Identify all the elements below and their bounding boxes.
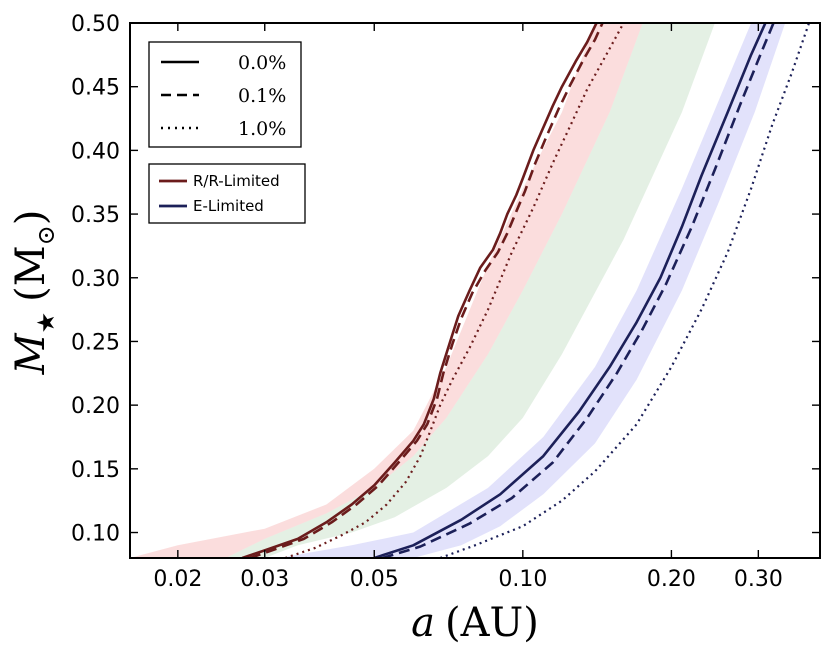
legend-models-box <box>148 163 306 224</box>
x-tick-label: 0.20 <box>647 567 696 592</box>
y-tick-label: 0.15 <box>71 458 120 483</box>
y-tick-label: 0.40 <box>71 139 120 164</box>
x-tick-label: 0.05 <box>350 567 399 592</box>
x-axis-title: a (AU) <box>411 600 539 646</box>
y-axis-symbol: M <box>8 332 54 375</box>
y-tick-label: 0.30 <box>71 267 120 292</box>
x-tick-label: 0.30 <box>734 567 783 592</box>
plot-frame <box>129 22 821 559</box>
y-axis-close: ) <box>8 210 54 226</box>
legend-label-solid: 0.0% <box>238 52 286 74</box>
y-tick-label: 0.45 <box>71 76 120 101</box>
band-blue <box>278 23 786 558</box>
y-axis-subscript: ★ <box>32 312 60 334</box>
y-tick-label: 0.35 <box>71 203 120 228</box>
legend-label-e-limited: E-Limited <box>193 197 264 215</box>
x-tick-label: 0.10 <box>498 567 547 592</box>
series-e-limited-0-1 <box>382 23 775 558</box>
y-tick-label: 0.20 <box>71 394 120 419</box>
ticks-layer: 0.02 0.03 0.05 0.10 0.20 0.30 0.10 0.15 0.20 0.25… <box>71 12 820 592</box>
y-axis-unit: (M <box>8 245 54 302</box>
series-r-r-limited-0-0 <box>241 23 598 558</box>
legend-styles-box <box>148 41 302 148</box>
series-layer <box>241 23 811 558</box>
x-axis-unit: (AU) <box>445 600 539 646</box>
legend-models: R/R-Limited E-Limited <box>148 163 306 224</box>
x-axis-symbol: a <box>411 600 435 646</box>
series-r-r-limited-0-1 <box>249 23 604 558</box>
y-tick-label: 0.50 <box>71 12 120 37</box>
legend-label-dotted: 1.0% <box>238 118 286 140</box>
y-axis-title: M★ (M⊙) <box>8 210 60 376</box>
y-axis-unit-subscript: ⊙ <box>32 225 60 245</box>
legend-label-r-r-limited: R/R-Limited <box>193 172 280 190</box>
legend-line-styles: 0.0% 0.1% 1.0% <box>148 41 302 148</box>
y-tick-label: 0.25 <box>71 330 120 355</box>
band-green <box>225 23 715 558</box>
x-tick-label: 0.03 <box>240 567 289 592</box>
band-red <box>130 23 643 558</box>
x-tick-label: 0.02 <box>153 567 202 592</box>
y-tick-label: 0.10 <box>71 522 120 547</box>
legend-label-dashed: 0.1% <box>238 85 286 107</box>
bands-layer <box>130 23 786 558</box>
series-e-limited-0-0 <box>373 23 767 558</box>
